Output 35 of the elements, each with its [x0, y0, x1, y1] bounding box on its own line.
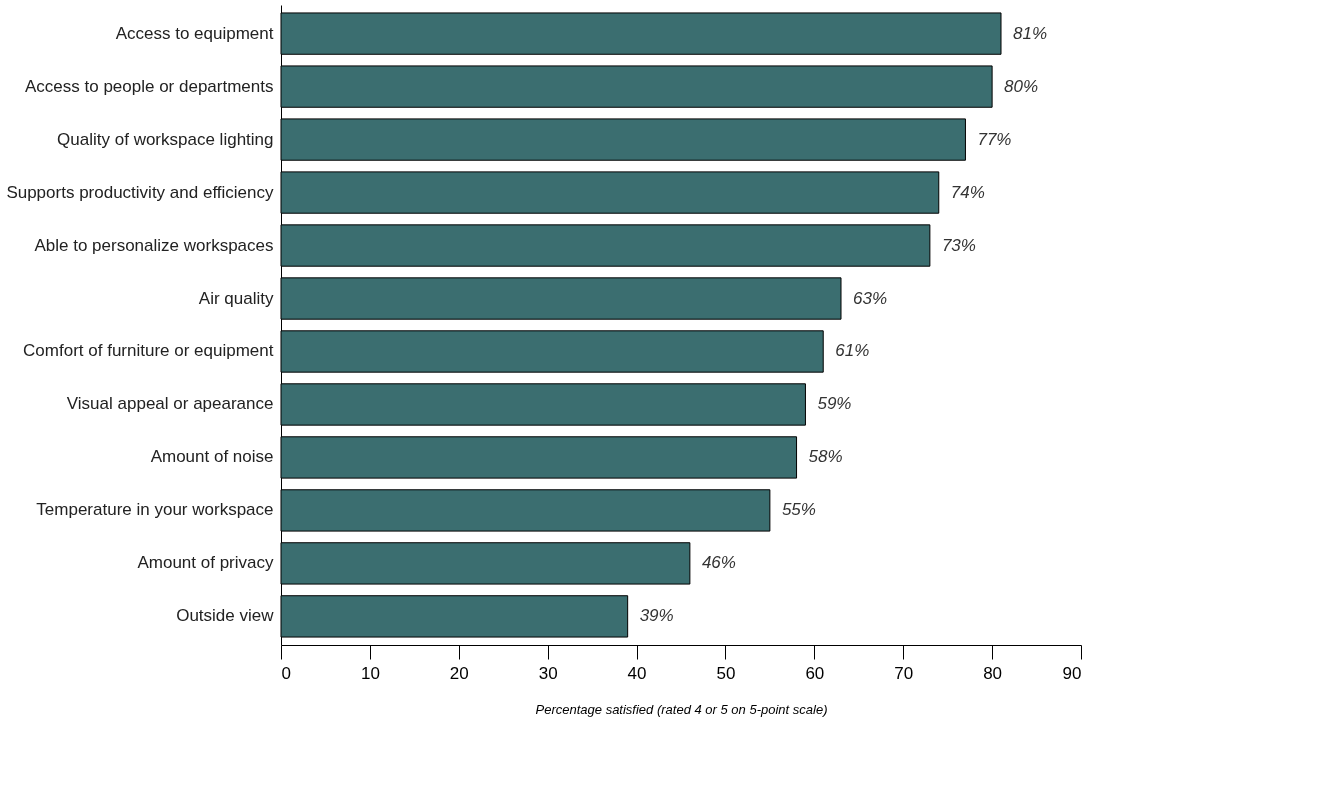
x-tick-label: 40 [627, 663, 647, 683]
data-label: 55% [781, 500, 816, 520]
x-tick-label: 90 [1062, 663, 1082, 683]
y-tick-label: Amount of privacy [137, 553, 274, 573]
x-tick-label: 80 [983, 663, 1003, 683]
data-label: 81% [1013, 23, 1048, 43]
data-label: 80% [1004, 76, 1039, 96]
x-tick-label: 20 [449, 663, 469, 683]
data-label: 58% [808, 447, 843, 467]
data-label: 77% [977, 129, 1012, 149]
data-label: 73% [941, 235, 976, 255]
x-tick-label: 0 [281, 663, 291, 683]
x-tick-label: 50 [716, 663, 736, 683]
y-tick-label: Temperature in your workspace [36, 500, 274, 520]
y-tick-label: Outside view [176, 606, 275, 626]
y-tick-label: Amount of noise [150, 447, 274, 467]
x-axis-title: Percentage satisfied (rated 4 or 5 on 5-point scale) [535, 701, 828, 717]
data-label: 74% [950, 182, 985, 202]
data-label: 61% [835, 341, 870, 361]
y-tick-label: Comfort of furniture or equipment [23, 341, 274, 361]
x-tick-label: 70 [894, 663, 914, 683]
y-tick-label: Able to personalize workspaces [34, 235, 274, 255]
data-label: 46% [701, 553, 736, 573]
y-tick-label: Access to equipment [115, 23, 274, 43]
y-tick-label: Visual appeal or apearance [66, 394, 274, 414]
y-tick-label: Air quality [198, 288, 274, 308]
data-label: 39% [639, 606, 674, 626]
y-tick-label: Access to people or departments [24, 76, 274, 96]
y-tick-label: Supports productivity and efficiency [6, 182, 274, 202]
y-tick-label: Quality of workspace lighting [57, 129, 274, 149]
x-tick-label: 10 [360, 663, 380, 683]
data-label: 63% [853, 288, 888, 308]
x-tick-label: 60 [805, 663, 825, 683]
data-label: 59% [817, 394, 852, 414]
x-tick-label: 30 [538, 663, 558, 683]
